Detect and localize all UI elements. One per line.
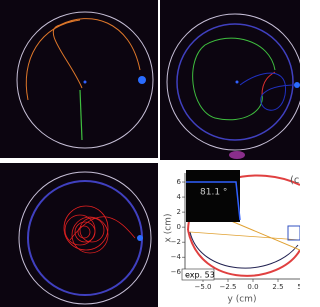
y-tick-label: −6 [171,268,182,276]
x-tick-label: 0.0 [247,283,258,291]
angle-label: 81.1 ° [200,188,227,198]
glow [229,151,245,159]
y-tick-label: −4 [171,253,182,261]
particle [138,76,146,84]
x-tick-label: −5.0 [195,283,212,291]
x-tick-label: 5.0 [297,283,300,291]
y-axis-label: x (cm) [164,214,174,243]
particle [137,235,143,241]
panel-a [0,0,158,158]
x-tick-label: 2.5 [272,283,283,291]
x-tick-label: −2.5 [220,283,237,291]
y-tick-label: 2 [177,208,181,216]
y-tick-label: 4 [177,193,182,201]
panel-label: (c [290,175,299,186]
y-tick-label: 0 [177,223,181,231]
experiment-label: exp. 53 [185,271,215,280]
y-tick-label: 6 [177,178,182,186]
center [236,81,239,84]
center [84,81,87,84]
particle [294,82,300,88]
x-axis-label: y (cm) [228,295,257,305]
